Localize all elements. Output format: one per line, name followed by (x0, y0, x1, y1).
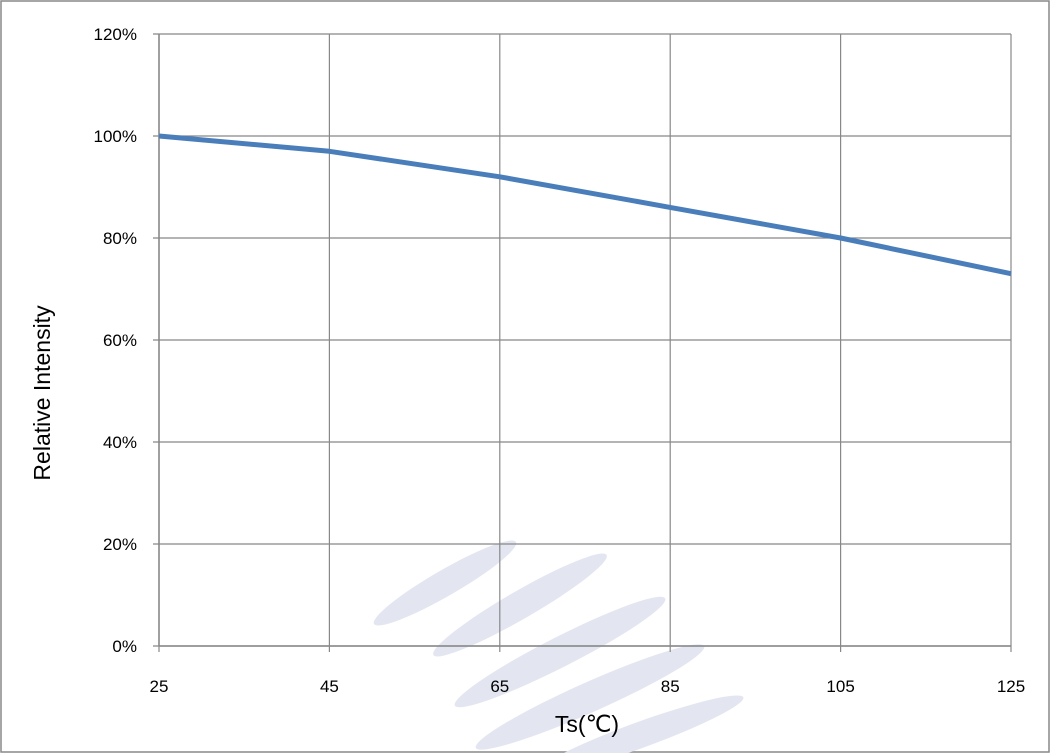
y-tick-label: 60% (103, 331, 137, 350)
y-tick-label: 100% (94, 127, 137, 146)
y-tick-label: 20% (103, 535, 137, 554)
y-axis-title: Relative Intensity (29, 305, 55, 481)
y-tick-label: 0% (112, 637, 137, 656)
x-tick-label: 105 (826, 677, 854, 696)
x-tick-label: 45 (320, 677, 339, 696)
x-tick-label: 25 (150, 677, 169, 696)
y-tick-label: 80% (103, 229, 137, 248)
x-tick-label: 125 (997, 677, 1025, 696)
y-tick-label: 120% (94, 25, 137, 44)
y-tick-label: 40% (103, 433, 137, 452)
x-tick-label: 65 (490, 677, 509, 696)
x-tick-label: 85 (661, 677, 680, 696)
x-axis-title: Ts(℃) (555, 711, 619, 737)
